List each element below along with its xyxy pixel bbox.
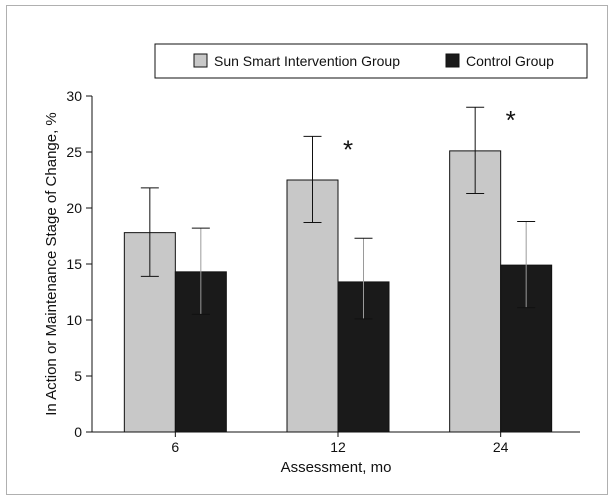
legend-box (154, 43, 588, 79)
y-tick-label: 15 (66, 256, 82, 272)
y-axis-label: In Action or Maintenance Stage of Change… (43, 112, 60, 416)
bars (123, 150, 553, 433)
y-axis-ticks: 0 5 10 15 20 25 30 (66, 88, 92, 440)
legend-label-intervention: Sun Smart Intervention Group (214, 53, 400, 69)
legend-label-control: Control Group (466, 53, 554, 69)
error-bars (140, 106, 536, 320)
annotations: ** (343, 105, 516, 164)
x-axis-label: Assessment, mo (281, 459, 392, 476)
y-tick-label: 30 (66, 88, 82, 104)
legend-swatch-control (445, 53, 460, 68)
x-tick-label: 12 (330, 439, 346, 455)
bar-intervention (449, 150, 502, 433)
x-tick-label: 24 (493, 439, 509, 455)
x-axis-ticks: 6 12 24 (171, 432, 509, 455)
x-tick-label: 6 (171, 439, 179, 455)
legend: Sun Smart Intervention Group Control Gro… (154, 43, 588, 79)
significance-star: * (506, 105, 516, 135)
y-tick-label: 20 (66, 200, 82, 216)
y-tick-label: 10 (66, 312, 82, 328)
legend-swatch-intervention (193, 53, 208, 68)
significance-star: * (343, 134, 353, 164)
y-tick-label: 0 (74, 424, 82, 440)
y-tick-label: 25 (66, 144, 82, 160)
y-tick-label: 5 (74, 368, 82, 384)
